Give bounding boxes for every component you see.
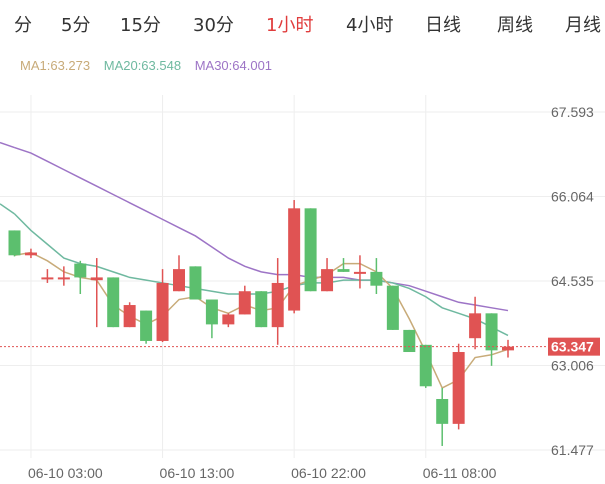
ma20-legend: MA20:63.548 — [103, 58, 182, 73]
candle — [403, 329, 416, 353]
candle — [140, 310, 153, 344]
ma20-line-ext — [0, 203, 15, 215]
candle-body — [469, 313, 482, 339]
candle — [238, 285, 251, 315]
candle-body — [41, 277, 54, 280]
x-tick-label: 06-11 08:00 — [423, 465, 497, 481]
tab-8[interactable]: 月线 — [565, 15, 601, 36]
candle — [57, 266, 70, 286]
candle-body — [107, 277, 120, 328]
candle — [304, 208, 317, 292]
candle-body — [90, 277, 103, 281]
candle-body — [452, 352, 465, 424]
tab-7[interactable]: 周线 — [497, 15, 533, 36]
candle-body — [370, 271, 383, 286]
ma1-legend: MA1:63.273 — [20, 58, 91, 73]
candle — [288, 200, 301, 314]
ma30-line — [14, 146, 509, 312]
candle — [8, 230, 21, 257]
ma30-legend: MA30:64.001 — [194, 58, 273, 73]
candle-body — [8, 230, 21, 256]
y-tick-label: 64.535 — [551, 273, 594, 289]
candle — [123, 302, 136, 328]
candle-body — [353, 271, 366, 274]
x-tick-label: 06-10 13:00 — [160, 465, 235, 481]
candle-body — [419, 344, 432, 387]
candle — [189, 266, 202, 300]
candles — [8, 200, 514, 446]
candle — [502, 339, 514, 358]
candle — [485, 313, 498, 366]
candle-body — [156, 282, 169, 341]
ma30-line-ext — [0, 141, 15, 149]
ma-legend: MA1:63.273 MA20:63.548 MA30:64.001 — [20, 58, 282, 73]
candle — [205, 299, 218, 339]
candle-body — [255, 291, 268, 328]
candle-body — [57, 277, 70, 280]
candle-body — [140, 310, 153, 341]
candle-body — [123, 305, 136, 328]
candle — [173, 255, 185, 292]
candle — [41, 269, 54, 283]
chart-grid — [0, 95, 605, 458]
candle — [321, 258, 334, 292]
y-tick-label: 67.593 — [551, 104, 594, 120]
candle-body — [337, 269, 350, 272]
y-tick-label: 63.006 — [551, 358, 594, 374]
timeframe-tabs: 分 5分 15分 30分 1小时 4小时 日线 周线 月线 — [0, 0, 605, 48]
x-tick-label: 06-10 03:00 — [28, 465, 103, 481]
candle — [271, 258, 284, 345]
candle-body — [74, 263, 87, 278]
candle — [222, 313, 235, 328]
tab-3[interactable]: 30分 — [193, 15, 234, 36]
candle — [469, 296, 482, 350]
candle — [419, 344, 432, 388]
candle — [452, 343, 465, 430]
candle-body — [403, 329, 416, 353]
candle — [353, 255, 366, 289]
candle-body — [502, 346, 514, 351]
tab-1[interactable]: 5分 — [61, 15, 91, 36]
candle-body — [288, 208, 301, 311]
candle-body — [173, 269, 185, 292]
candle-body — [304, 208, 317, 292]
x-axis: 06-10 03:00 06-10 13:00 06-10 22:00 06-11 0… — [28, 465, 497, 481]
candle — [255, 291, 268, 328]
tab-2[interactable]: 15分 — [120, 15, 161, 36]
candle-body — [238, 291, 251, 315]
candle — [436, 387, 449, 446]
candle — [24, 248, 37, 259]
candle — [386, 285, 399, 330]
candle — [370, 258, 383, 294]
y-axis: 67.593 66.064 64.535 63.006 61.477 — [551, 104, 594, 458]
y-tick-label: 66.064 — [551, 189, 594, 205]
current-price-line: 63.347 — [0, 337, 600, 356]
current-price-tag — [548, 337, 600, 356]
candle-body — [24, 252, 37, 256]
candle — [74, 260, 87, 294]
candle-body — [485, 313, 498, 351]
candle-body — [321, 269, 334, 292]
tab-4[interactable]: 1小时 — [266, 15, 314, 36]
candle-body — [436, 398, 449, 424]
x-tick-label: 06-10 22:00 — [291, 465, 366, 481]
candle — [337, 258, 350, 272]
candle-body — [205, 299, 218, 325]
candle-body — [271, 282, 284, 328]
y-tick-label: 61.477 — [551, 442, 594, 458]
tab-5[interactable]: 4小时 — [346, 15, 394, 36]
candle-body — [222, 314, 235, 325]
candle-body — [386, 285, 399, 330]
candle — [107, 277, 120, 328]
candle — [156, 269, 169, 343]
candle — [90, 258, 103, 328]
current-price-label: 63.347 — [551, 339, 594, 355]
candle-body — [189, 266, 202, 300]
tab-0[interactable]: 分 — [14, 15, 32, 36]
tab-6[interactable]: 日线 — [425, 15, 461, 36]
